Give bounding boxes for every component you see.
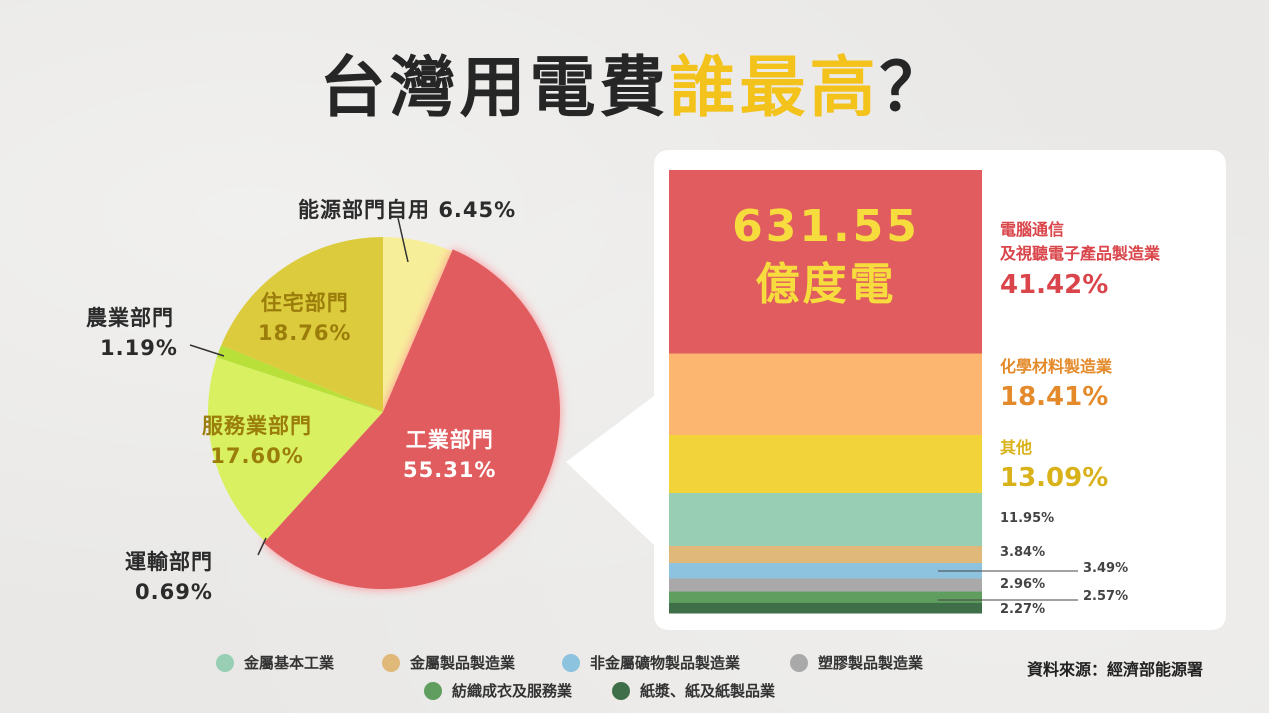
bar-label-other: 其他 13.09% [1000, 438, 1109, 493]
bar-label-chemical: 化學材料製造業 18.41% [1000, 357, 1113, 412]
pie-label-energy: 能源部門自用 6.45% [298, 198, 517, 222]
legend-swatch [216, 653, 234, 672]
bar-seg-plastic [669, 578, 982, 592]
slice-residential [221, 237, 383, 412]
bar-seg-nonmetal [669, 563, 982, 579]
slice-service [207, 357, 383, 537]
bar-total: 631.55 億度電 [732, 201, 920, 310]
bar-seg-textile [669, 591, 982, 604]
stacked-bar-chart [669, 170, 982, 614]
legend-item-nonmetal: 非金屬礦物製品製造業 [562, 652, 740, 673]
source-note: 資料來源：經濟部能源署 [1027, 660, 1204, 679]
bar-label-paper: 2.27% [1000, 602, 1046, 617]
pie-leader-line-2 [257, 537, 267, 556]
slice-industry [263, 249, 560, 589]
legend-swatch [790, 653, 808, 672]
bar-label-plastic: 2.96% [1000, 577, 1046, 592]
pie-label-residential: 住宅部門 18.76% [258, 291, 352, 345]
legend-item-textile: 紡織成衣及服務業 [424, 680, 572, 701]
bar-label-metal: 11.95% [1000, 511, 1055, 526]
pie-chart [207, 237, 560, 589]
legend-swatch [562, 653, 580, 672]
legend-swatch [612, 681, 630, 700]
bar-label-textile: 2.57% [1083, 589, 1129, 604]
bar-seg-chemical [669, 353, 982, 436]
pie-leader-line-0 [397, 217, 409, 263]
page-title: 台灣用電費誰最高？ [319, 49, 950, 126]
slice-agri [216, 345, 383, 412]
slice-transport [259, 412, 383, 542]
legend-item-plastic: 塑膠製品製造業 [790, 652, 923, 673]
pie-label-agri: 農業部門 1.19% [86, 306, 178, 360]
legend-item-metalprod: 金屬製品製造業 [382, 652, 515, 673]
bar-label-nonmetal: 3.49% [1083, 561, 1129, 576]
bar-label-metalprod: 3.84% [1000, 545, 1046, 560]
pie-label-transport: 運輸部門 0.69% [125, 550, 213, 604]
pie-label-service: 服務業部門 17.60% [202, 414, 312, 468]
bar-seg-metalprod [669, 546, 982, 564]
pie-label-industry: 工業部門 55.31% [403, 428, 497, 482]
bar-seg-electronics [669, 170, 982, 354]
leader-lines [189, 217, 1078, 601]
bar-seg-metal [669, 493, 982, 547]
legend-swatch [424, 681, 442, 700]
pie-leader-line-1 [189, 344, 225, 357]
bar-label-electronics: 電腦通信 及視聽電子產品製造業 41.42% [1000, 220, 1161, 300]
legend-item-metal: 金屬基本工業 [216, 652, 334, 673]
legend-item-paper: 紙漿、紙及紙製品業 [612, 680, 775, 701]
slice-energy [383, 237, 452, 412]
legend-swatch [382, 653, 400, 672]
bar-seg-paper [669, 602, 982, 614]
bar-seg-other [669, 435, 982, 494]
